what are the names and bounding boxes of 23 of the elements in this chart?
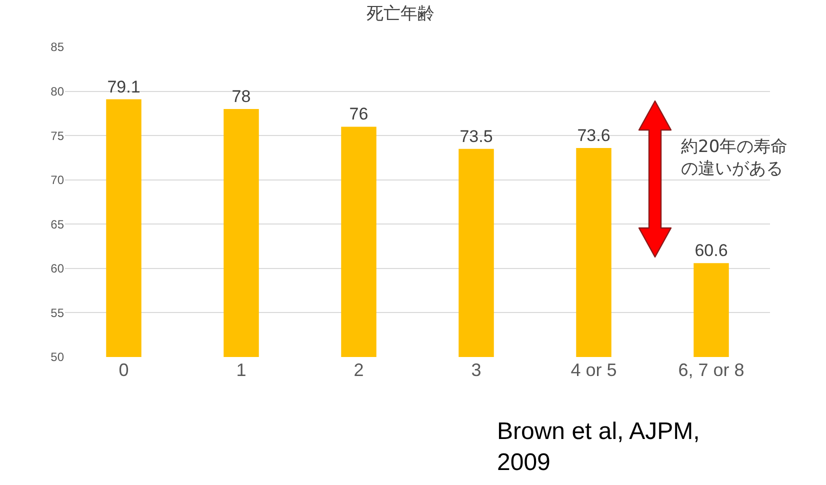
y-tick-label: 75 xyxy=(50,128,64,143)
data-label: 78 xyxy=(232,87,251,106)
data-label: 76 xyxy=(349,104,368,124)
y-tick-label: 65 xyxy=(50,217,64,232)
chart-title: 死亡年齢 xyxy=(366,4,435,24)
y-tick-label: 80 xyxy=(50,84,64,98)
data-label: 60.6 xyxy=(694,241,728,260)
x-tick-label: 1 xyxy=(236,360,246,380)
x-tick-label: 3 xyxy=(471,360,482,380)
y-tick-label: 70 xyxy=(50,173,64,188)
x-tick-label: 2 xyxy=(354,360,364,380)
data-label: 79.1 xyxy=(107,77,140,96)
text: Brown et al, AJPM, 2009 xyxy=(497,418,700,476)
y-tick-label: 50 xyxy=(50,350,64,364)
y-tick-label: 60 xyxy=(50,262,64,276)
data-label: 73.6 xyxy=(577,126,610,145)
y-tick-label: 85 xyxy=(50,40,64,54)
x-tick-label: 0 xyxy=(118,360,129,380)
y-tick-label: 55 xyxy=(50,306,64,320)
annotation: 約20年の寿命の違いがある xyxy=(681,136,789,180)
data-label: 73.5 xyxy=(460,126,493,146)
x-tick-label: 6, 7 or 8 xyxy=(678,360,744,380)
x-tick-label: 4 or 5 xyxy=(570,360,617,380)
